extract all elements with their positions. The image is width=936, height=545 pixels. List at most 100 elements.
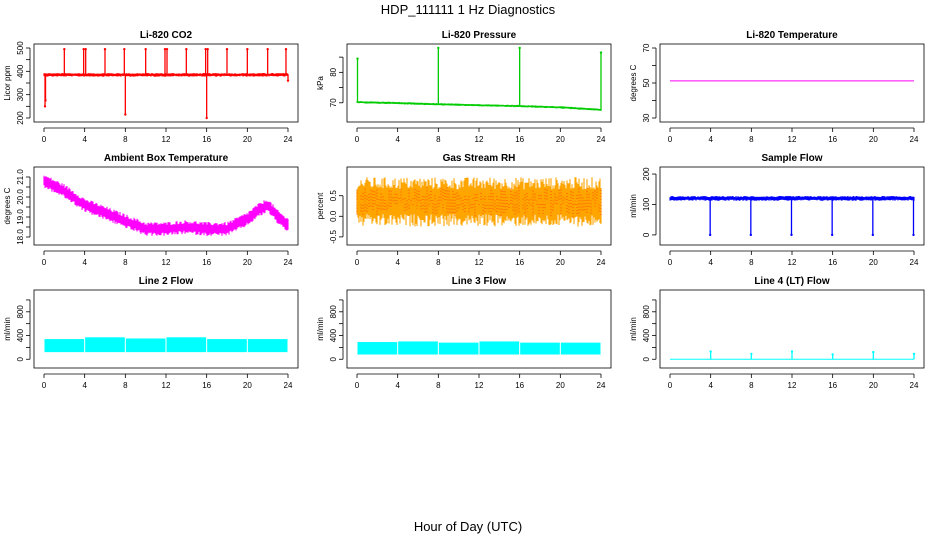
data-point bbox=[872, 350, 875, 354]
x-tick-label: 24 bbox=[284, 258, 293, 267]
y-axis: 0 400 800 bbox=[329, 299, 344, 361]
y-tick-label: 300 bbox=[16, 87, 25, 101]
data-point bbox=[266, 47, 269, 51]
x-tick-label: 4 bbox=[395, 135, 400, 144]
y-tick-label: 20.0 bbox=[16, 189, 25, 205]
data-point bbox=[912, 352, 916, 356]
x-tick-label: 0 bbox=[668, 381, 673, 390]
plot-frame bbox=[659, 43, 925, 123]
plot-frame bbox=[33, 166, 299, 246]
x-tick-label: 20 bbox=[243, 135, 252, 144]
x-tick-label: 8 bbox=[749, 135, 754, 144]
panel-box_temp: Ambient Box Temperature degrees C 0 4 8 12 16 2… bbox=[3, 153, 299, 267]
data-point bbox=[44, 99, 47, 102]
x-axis: 0 4 8 12 16 20 24 bbox=[668, 250, 919, 267]
y-tick-label: 100 bbox=[642, 197, 651, 211]
x-tick-label: 24 bbox=[597, 135, 606, 144]
y-tick-label: 21.0 bbox=[16, 169, 25, 185]
x-tick-label: 12 bbox=[475, 381, 484, 390]
x-tick-label: 20 bbox=[556, 258, 565, 267]
x-tick-label: 12 bbox=[788, 135, 797, 144]
plot-frame bbox=[346, 289, 612, 369]
data-point bbox=[204, 47, 207, 51]
y-tick-label: 400 bbox=[329, 328, 338, 342]
series-sample_flow bbox=[669, 196, 915, 237]
data-point bbox=[246, 47, 249, 51]
plot-frame bbox=[346, 43, 612, 123]
x-axis: 0 4 8 12 16 20 24 bbox=[42, 127, 293, 144]
data-band bbox=[166, 337, 207, 353]
data-point bbox=[82, 47, 85, 51]
series-pressure bbox=[356, 46, 603, 111]
panel-line3: Line 3 Flow ml/min 0 4 8 12 16 20 24 0 400 800 bbox=[316, 276, 612, 390]
y-tick-label: 500 bbox=[16, 41, 25, 55]
y-axis: 30 50 70 bbox=[642, 43, 657, 122]
y-tick-label: 0 bbox=[642, 232, 651, 237]
x-tick-label: 12 bbox=[162, 381, 171, 390]
series-co2 bbox=[43, 47, 290, 120]
data-point bbox=[830, 233, 834, 237]
y-tick-label: 0.0 bbox=[329, 210, 338, 222]
data-point bbox=[750, 352, 753, 356]
x-tick-label: 24 bbox=[284, 135, 293, 144]
data-point bbox=[144, 47, 147, 51]
panel-line2: Line 2 Flow ml/min 0 4 8 12 16 20 24 0 400 800 bbox=[3, 276, 299, 390]
x-tick-label: 20 bbox=[556, 381, 565, 390]
x-tick-label: 8 bbox=[436, 258, 441, 267]
data-point bbox=[831, 353, 834, 356]
panel-sample_flow: Sample Flow ml/min 0 4 8 12 16 20 24 0 100 200 bbox=[629, 153, 925, 267]
panel-rh: Gas Stream RH percent 0 4 8 12 16 20 24 -0.5 0.0 0.… bbox=[316, 153, 612, 267]
data-point bbox=[84, 47, 87, 51]
x-tick-label: 0 bbox=[668, 258, 673, 267]
y-axis-label: ml/min bbox=[629, 317, 638, 341]
x-axis: 0 4 8 12 16 20 24 bbox=[42, 250, 293, 267]
data-point bbox=[163, 47, 167, 51]
data-band bbox=[44, 339, 85, 353]
x-tick-label: 16 bbox=[828, 135, 837, 144]
data-point bbox=[871, 233, 875, 237]
plot-frame bbox=[659, 289, 925, 369]
data-noise bbox=[43, 175, 289, 236]
data-point bbox=[437, 46, 440, 50]
figure-xlabel: Hour of Day (UTC) bbox=[414, 519, 522, 534]
data-point bbox=[123, 47, 126, 51]
y-tick-label: 0 bbox=[16, 356, 25, 361]
y-axis-label: degrees C bbox=[629, 64, 638, 101]
panel-title: Line 3 Flow bbox=[452, 276, 507, 287]
plot-frame bbox=[659, 166, 925, 246]
x-axis: 0 4 8 12 16 20 24 bbox=[668, 373, 919, 390]
y-tick-label: 70 bbox=[642, 43, 651, 52]
panel-licor_temp: Li-820 Temperature degrees C 0 4 8 12 16 20 24 30… bbox=[629, 30, 925, 144]
x-tick-label: 12 bbox=[162, 258, 171, 267]
panel-co2: Li-820 CO2 Licor ppm 0 4 8 12 16 20 24 200 300 400 5… bbox=[3, 30, 299, 144]
x-tick-label: 16 bbox=[828, 381, 837, 390]
x-tick-label: 16 bbox=[515, 381, 524, 390]
y-axis: 0 400 800 bbox=[16, 299, 31, 361]
y-axis-label: ml/min bbox=[629, 194, 638, 218]
x-tick-label: 24 bbox=[910, 381, 919, 390]
y-axis: 18.0 19.0 20.0 21.0 bbox=[16, 169, 31, 245]
data-point bbox=[790, 350, 794, 353]
data-point bbox=[709, 350, 712, 353]
panel-title: Sample Flow bbox=[761, 153, 822, 164]
x-tick-label: 20 bbox=[869, 381, 878, 390]
panel-title: Gas Stream RH bbox=[443, 153, 516, 164]
x-tick-label: 0 bbox=[355, 135, 360, 144]
x-tick-label: 12 bbox=[788, 381, 797, 390]
y-axis: 0 100 200 bbox=[642, 167, 657, 237]
x-tick-label: 20 bbox=[869, 258, 878, 267]
data-band bbox=[85, 337, 125, 353]
x-tick-label: 12 bbox=[475, 135, 484, 144]
x-tick-label: 24 bbox=[597, 381, 606, 390]
x-tick-label: 8 bbox=[123, 135, 128, 144]
x-tick-label: 8 bbox=[123, 381, 128, 390]
x-tick-label: 20 bbox=[243, 381, 252, 390]
y-tick-label: 200 bbox=[16, 111, 25, 125]
x-tick-label: 24 bbox=[910, 135, 919, 144]
x-tick-label: 4 bbox=[82, 258, 87, 267]
y-tick-label: 400 bbox=[16, 64, 25, 78]
data-point bbox=[518, 46, 521, 50]
data-band bbox=[398, 341, 438, 355]
